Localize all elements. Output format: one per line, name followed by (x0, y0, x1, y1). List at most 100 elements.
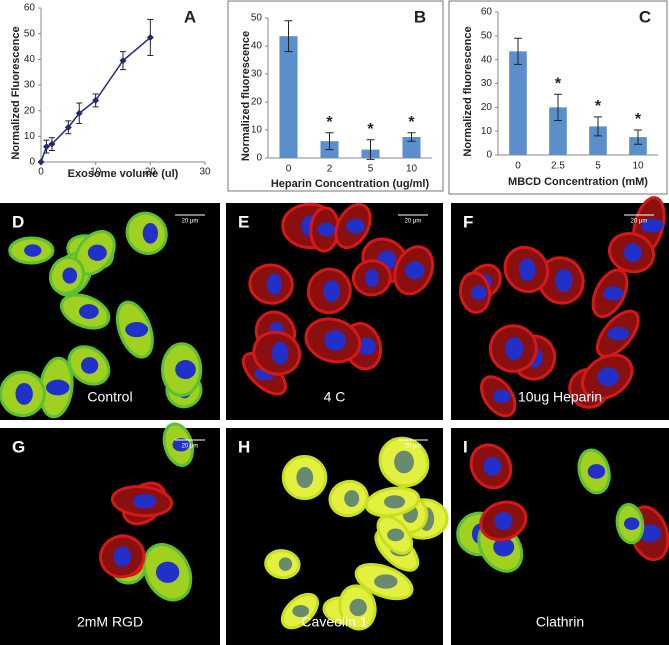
y-tick-label: 10 (481, 126, 493, 137)
micrograph: I Clathrin (451, 428, 669, 645)
x-tick-label: 5 (368, 164, 374, 175)
y-tick-label: 40 (481, 54, 493, 65)
point (119, 57, 127, 65)
y-tick-label: 60 (481, 7, 493, 18)
nucleus (155, 561, 180, 583)
point (64, 123, 72, 131)
scale-label: 20 μm (182, 219, 199, 225)
image-caption: Control (87, 389, 132, 405)
panel-label: D (12, 212, 24, 231)
scale-label: 20 μm (631, 219, 648, 225)
significance-mark: * (635, 111, 642, 128)
error-bar (407, 132, 416, 142)
nucleus (172, 438, 190, 452)
nucleus (278, 557, 293, 571)
significance-mark: * (367, 121, 374, 138)
panel-label: B (414, 7, 426, 26)
nucleus (624, 517, 640, 530)
y-tick-label: 20 (24, 105, 36, 116)
point (92, 96, 100, 104)
nucleus (62, 267, 78, 284)
x-axis-title: Heparin Concentration (ug/ml) (271, 178, 430, 190)
x-tick-label: 5 (595, 161, 601, 172)
error-bar (634, 129, 642, 145)
scale-label: 20 μm (405, 444, 422, 450)
point (75, 109, 83, 117)
micrograph: E 4 C 20 μm (226, 202, 443, 420)
nucleus (394, 450, 414, 474)
y-tick-label: 0 (256, 153, 262, 164)
nucleus (607, 327, 630, 341)
nucleus (80, 357, 99, 374)
nucleus (349, 598, 367, 617)
nucleus (640, 218, 664, 233)
nucleus (317, 222, 336, 237)
nucleus (603, 286, 624, 301)
nucleus (296, 466, 314, 489)
nucleus (374, 574, 398, 589)
bar (549, 107, 567, 155)
nucleus (87, 244, 107, 261)
nucleus (113, 546, 132, 567)
y-tick-label: 50 (251, 13, 263, 24)
bar (402, 137, 421, 158)
image-caption: 2mM RGD (77, 614, 143, 630)
y-tick-label: 50 (481, 30, 493, 41)
nucleus (266, 273, 282, 295)
panel-label: A (184, 7, 196, 26)
x-tick-label: 10 (90, 167, 102, 178)
y-tick-label: 60 (24, 3, 36, 14)
x-tick-label: 2.5 (551, 161, 565, 172)
point (42, 143, 50, 151)
x-axis-title: Exosome volume (ul) (68, 168, 179, 180)
error-bar (366, 139, 375, 160)
nucleus (505, 337, 524, 361)
significance-mark: * (555, 75, 562, 92)
panel-label: C (639, 7, 651, 26)
point (48, 140, 56, 148)
nucleus (404, 261, 425, 280)
nucleus (587, 464, 606, 479)
micrograph: D Control 20 μm (0, 203, 220, 420)
nucleus (271, 341, 289, 365)
nucleus (45, 379, 70, 396)
bar (589, 126, 607, 155)
nucleus (639, 524, 661, 543)
x-axis-title: MBCD Concentration (mM) (508, 176, 648, 188)
y-tick-label: 40 (24, 54, 36, 65)
nucleus (555, 268, 573, 292)
y-tick-label: 20 (481, 102, 493, 113)
nucleus (346, 218, 365, 234)
nucleus (357, 337, 376, 355)
scale-label: 20 μm (405, 219, 422, 225)
y-tick-label: 50 (24, 28, 36, 39)
nucleus (597, 367, 619, 387)
y-tick-label: 10 (251, 125, 263, 136)
y-tick-label: 30 (481, 78, 493, 89)
error-bar (554, 93, 562, 121)
bar (629, 137, 647, 155)
micrograph: G 2mM RGD 20 μm (0, 422, 220, 645)
image-caption: 4 C (324, 389, 346, 405)
panel-label: E (238, 212, 249, 231)
nucleus (292, 604, 310, 618)
y-tick-label: 0 (29, 157, 35, 168)
point (146, 34, 154, 42)
y-tick-label: 30 (251, 69, 263, 80)
nucleus (365, 268, 379, 288)
scale-label: 20 μm (182, 444, 199, 450)
nucleus (483, 456, 502, 476)
micrograph: H Caveolin 1 20 μm (226, 428, 449, 645)
nucleus (383, 495, 406, 509)
panel-frame (227, 0, 444, 192)
y-tick-label: 0 (486, 150, 492, 161)
image-caption: Clathrin (536, 614, 584, 630)
error-bar (594, 116, 602, 137)
nucleus (494, 511, 513, 531)
panel-label: H (238, 437, 250, 456)
x-tick-label: 0 (38, 167, 44, 178)
x-tick-label: 10 (406, 164, 418, 175)
nucleus (79, 304, 99, 319)
y-axis-title: Normalized Fluorescence (10, 26, 22, 159)
